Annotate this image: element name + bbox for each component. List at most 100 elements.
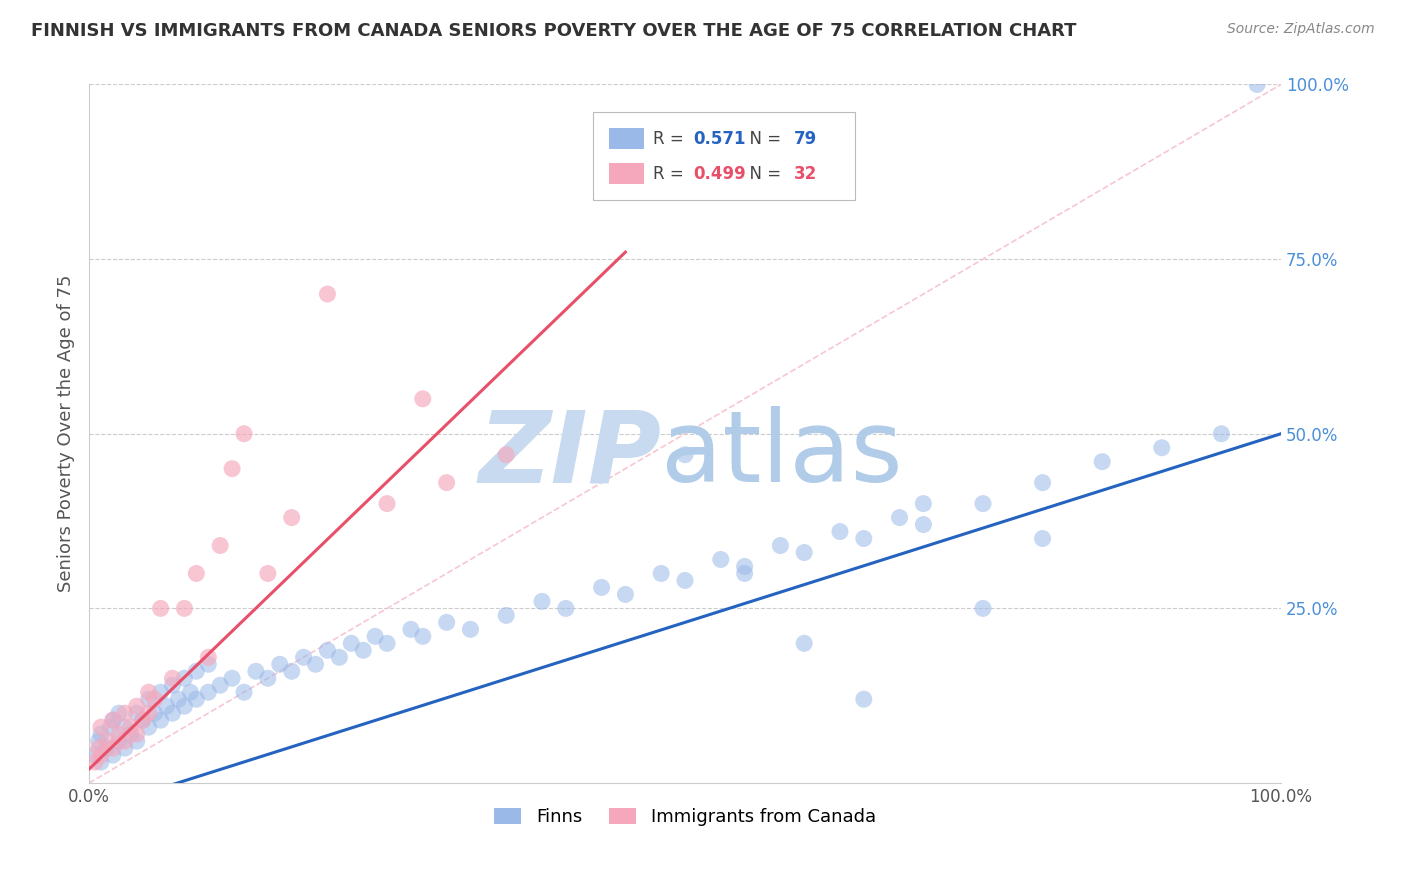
Point <box>233 685 256 699</box>
Text: R =: R = <box>652 130 689 148</box>
Point <box>84 748 107 763</box>
Point <box>173 601 195 615</box>
Point <box>167 692 190 706</box>
Point <box>316 287 339 301</box>
Point <box>1091 455 1114 469</box>
Point <box>96 741 118 756</box>
Point <box>673 448 696 462</box>
Point <box>125 699 148 714</box>
Point <box>269 657 291 672</box>
Point <box>108 706 131 721</box>
Point <box>131 713 153 727</box>
Point <box>436 615 458 630</box>
Point <box>90 720 112 734</box>
FancyBboxPatch shape <box>593 112 855 200</box>
Text: 0.499: 0.499 <box>693 165 747 183</box>
Point <box>138 692 160 706</box>
Point <box>1246 78 1268 92</box>
Point <box>375 636 398 650</box>
Point <box>90 748 112 763</box>
Point <box>972 497 994 511</box>
Point <box>101 713 124 727</box>
Point <box>852 532 875 546</box>
Point <box>233 426 256 441</box>
Point <box>138 720 160 734</box>
Point <box>114 706 136 721</box>
Point <box>209 539 232 553</box>
Point <box>209 678 232 692</box>
Point <box>412 629 434 643</box>
Point <box>114 734 136 748</box>
Point <box>328 650 350 665</box>
Point <box>138 706 160 721</box>
Point <box>316 643 339 657</box>
Point <box>114 720 136 734</box>
Point <box>769 539 792 553</box>
Point <box>162 671 184 685</box>
Point <box>114 741 136 756</box>
Point <box>245 665 267 679</box>
Text: ZIP: ZIP <box>478 406 661 503</box>
Text: R =: R = <box>652 165 689 183</box>
Point <box>304 657 326 672</box>
Point <box>1032 532 1054 546</box>
Point <box>614 587 637 601</box>
Point <box>101 741 124 756</box>
Point <box>143 692 166 706</box>
Point <box>292 650 315 665</box>
Point <box>125 706 148 721</box>
Point <box>125 727 148 741</box>
Point <box>162 678 184 692</box>
Point <box>591 581 613 595</box>
Point <box>186 692 208 706</box>
Point <box>120 727 142 741</box>
Point <box>143 706 166 721</box>
Point <box>793 545 815 559</box>
Point <box>155 699 177 714</box>
Point <box>221 671 243 685</box>
Text: atlas: atlas <box>661 406 903 503</box>
Point <box>125 734 148 748</box>
Point <box>87 741 110 756</box>
Point <box>673 574 696 588</box>
Point <box>495 608 517 623</box>
Point <box>912 517 935 532</box>
Point <box>179 685 201 699</box>
Point <box>131 713 153 727</box>
Legend: Finns, Immigrants from Canada: Finns, Immigrants from Canada <box>486 801 883 833</box>
Point <box>186 566 208 581</box>
Point <box>828 524 851 539</box>
Point <box>412 392 434 406</box>
Point <box>100 720 122 734</box>
Point <box>173 699 195 714</box>
Point <box>364 629 387 643</box>
Point <box>793 636 815 650</box>
Point <box>852 692 875 706</box>
Point <box>197 685 219 699</box>
Point <box>149 685 172 699</box>
Text: 32: 32 <box>793 165 817 183</box>
Text: 79: 79 <box>793 130 817 148</box>
Text: N =: N = <box>738 130 786 148</box>
Point <box>173 671 195 685</box>
Point <box>162 706 184 721</box>
Text: Source: ZipAtlas.com: Source: ZipAtlas.com <box>1227 22 1375 37</box>
Point <box>221 461 243 475</box>
Point <box>138 685 160 699</box>
Point <box>340 636 363 650</box>
Point <box>710 552 733 566</box>
Point <box>650 566 672 581</box>
Point <box>734 559 756 574</box>
Y-axis label: Seniors Poverty Over the Age of 75: Seniors Poverty Over the Age of 75 <box>58 275 75 592</box>
Point <box>972 601 994 615</box>
Point <box>436 475 458 490</box>
Point <box>1211 426 1233 441</box>
Point <box>90 755 112 769</box>
Point <box>101 713 124 727</box>
Point <box>530 594 553 608</box>
Point <box>197 657 219 672</box>
Point <box>96 734 118 748</box>
Point <box>495 448 517 462</box>
Point <box>352 643 374 657</box>
Point <box>149 713 172 727</box>
